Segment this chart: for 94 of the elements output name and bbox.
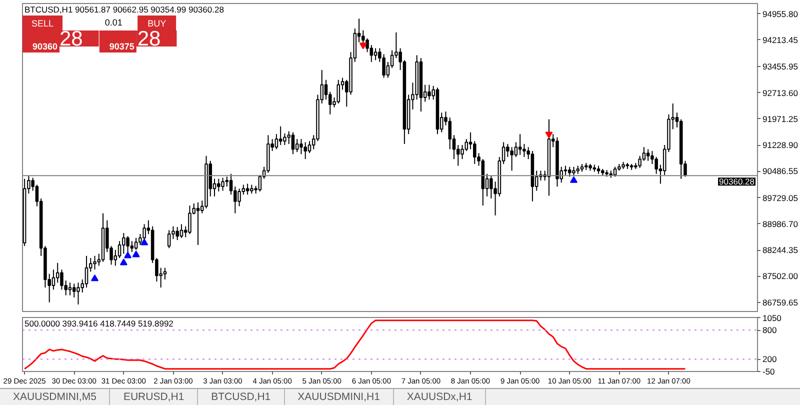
annotation: SELL: [32, 18, 54, 28]
candlestick: [448, 117, 452, 150]
candlestick: [473, 140, 476, 165]
candlestick: [60, 269, 64, 290]
annotation: 90375: [109, 42, 134, 52]
candlestick: [374, 48, 378, 61]
text: EURUSD,H1: [110, 389, 198, 405]
candlestick: [336, 79, 340, 104]
annotation: 0.01: [104, 18, 122, 28]
candlestick: [278, 126, 282, 146]
candlestick: [283, 132, 286, 146]
candlestick: [176, 226, 179, 241]
candlestick: [304, 142, 307, 160]
text: XAUUSDMINI,H1: [284, 389, 394, 405]
point: [359, 42, 367, 50]
y-tick-label: 91971.25: [762, 114, 798, 124]
chart-title: 500.0000 393.9416 418.7449 519.8992: [24, 318, 174, 328]
point: [91, 274, 99, 282]
annotation: 28: [59, 28, 83, 50]
candlestick: [522, 143, 526, 158]
candlestick: [646, 148, 650, 162]
y-tick-label: 93455.95: [762, 62, 798, 72]
candlestick: [142, 224, 146, 242]
candlestick: [638, 155, 642, 168]
candlestick: [564, 165, 568, 176]
y-tick-label: 89729.05: [762, 192, 798, 203]
candlestick: [428, 84, 431, 100]
ref-line-label: 90360.28: [719, 176, 755, 187]
y-tick-label: 94955.80: [762, 8, 798, 19]
candlestick: [167, 230, 171, 249]
candlestick: [490, 175, 493, 200]
y-tick-label: 87502.00: [762, 271, 798, 282]
y-tick-label: 91228.90: [762, 140, 798, 150]
text: XAUUSDMINI,M5: [0, 389, 110, 405]
point: [120, 258, 128, 266]
candlestick: [180, 224, 184, 238]
point: [132, 250, 140, 258]
candlestick: [464, 138, 468, 152]
candlestick: [308, 140, 312, 154]
candlestick: [300, 138, 303, 155]
annotation: 28: [137, 28, 161, 50]
candlestick: [238, 188, 241, 207]
candlestick: [506, 143, 510, 158]
candlestick: [366, 38, 369, 53]
y-tick-label: 94213.45: [762, 34, 798, 45]
candlestick: [118, 240, 122, 258]
candlestick: [188, 205, 192, 235]
point: [545, 132, 553, 138]
candlestick: [382, 54, 386, 78]
annotation: 90360: [32, 42, 58, 52]
candlestick: [274, 134, 278, 150]
y-tick-label: 86759.65: [762, 297, 798, 308]
candlestick: [225, 176, 229, 188]
candlestick: [221, 177, 224, 192]
candlestick: [126, 236, 130, 253]
candlestick: [134, 237, 138, 250]
candlestick: [196, 202, 200, 246]
candlestick: [613, 166, 617, 178]
point: [570, 176, 578, 183]
candlestick: [76, 282, 80, 305]
candlestick: [122, 232, 126, 254]
candlestick: [514, 142, 518, 158]
candlestick: [295, 138, 299, 153]
candlestick: [518, 134, 522, 156]
candlestick: [291, 132, 295, 155]
candlestick: [460, 144, 464, 160]
y-tick-label: 88986.70: [762, 218, 798, 229]
candlestick: [568, 166, 572, 178]
y-tick-label: -50: [762, 366, 776, 376]
candlestick: [217, 178, 220, 192]
point: [124, 252, 132, 258]
line-series: [24, 320, 686, 370]
text: XAUUSDx,H1: [394, 389, 486, 405]
candlestick: [72, 283, 76, 298]
candlestick: [163, 267, 167, 280]
candlestick: [130, 240, 134, 253]
chart-title: BTCUSD,H1 90561.87 90662.95 90354.99 90360.28: [24, 4, 224, 14]
y-tick-label: 92713.60: [762, 88, 798, 98]
candlestick: [510, 146, 514, 172]
candlestick: [246, 183, 250, 196]
annotation: BUY: [148, 18, 166, 28]
candlestick: [93, 255, 96, 270]
y-tick-label: 1050: [762, 312, 782, 323]
candlestick: [654, 156, 658, 174]
candlestick: [68, 282, 72, 296]
y-tick-label: 800: [762, 325, 777, 336]
y-tick-label: 88244.35: [762, 245, 798, 256]
y-tick-label: 200: [762, 354, 777, 364]
candlestick: [52, 269, 56, 290]
candlestick: [84, 255, 88, 288]
text: BTCUSD,H1: [198, 389, 285, 405]
point: [140, 238, 148, 246]
candlestick: [258, 174, 262, 192]
y-tick-label: 90486.55: [762, 166, 798, 176]
